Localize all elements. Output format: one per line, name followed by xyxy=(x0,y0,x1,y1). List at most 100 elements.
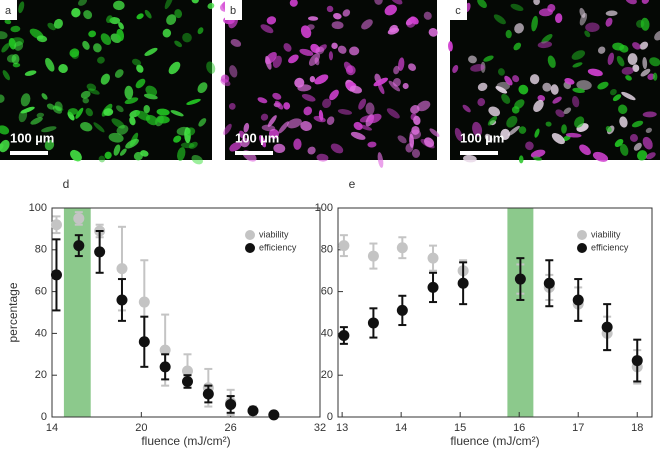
cell xyxy=(565,132,582,138)
cell xyxy=(243,122,250,133)
cell xyxy=(518,155,524,164)
cell xyxy=(114,69,124,78)
cell xyxy=(36,112,45,118)
cell xyxy=(301,93,316,102)
cell xyxy=(297,84,312,92)
cell xyxy=(413,115,421,126)
cell xyxy=(640,17,650,31)
cell xyxy=(93,43,102,53)
x-tick-label: 26 xyxy=(225,422,237,434)
cell xyxy=(547,55,556,68)
cell xyxy=(30,117,43,125)
cell xyxy=(333,12,342,20)
x-axis-label: fluence (mJ/cm²) xyxy=(141,434,230,448)
cell xyxy=(452,64,459,73)
cell xyxy=(220,74,230,83)
cell xyxy=(45,57,55,72)
point xyxy=(202,388,214,400)
cell xyxy=(454,127,463,142)
cell xyxy=(571,50,586,60)
cell xyxy=(230,38,242,47)
cell xyxy=(518,84,529,95)
cell xyxy=(67,108,79,115)
cell xyxy=(136,13,144,20)
cell xyxy=(318,109,324,121)
cell xyxy=(500,128,511,140)
cell xyxy=(191,155,203,165)
cell xyxy=(428,28,438,37)
point xyxy=(73,240,85,252)
point xyxy=(572,294,584,306)
panel-letter: a xyxy=(5,5,12,17)
cell xyxy=(632,64,640,73)
cell xyxy=(124,97,139,105)
cell xyxy=(390,0,403,5)
cell xyxy=(410,105,420,114)
cell xyxy=(585,22,600,33)
cell xyxy=(349,85,363,94)
cell xyxy=(488,106,501,117)
cell xyxy=(505,29,512,39)
y-tick-label: 20 xyxy=(321,369,333,381)
micrograph: c 100 µm xyxy=(448,0,660,164)
cell xyxy=(104,151,112,160)
cell xyxy=(328,51,334,61)
cell xyxy=(166,14,177,25)
panel-letter: d xyxy=(63,177,70,191)
cell xyxy=(472,121,483,137)
cell xyxy=(106,15,113,24)
cell xyxy=(377,152,384,168)
cell xyxy=(274,100,284,110)
cell xyxy=(621,66,634,75)
cell xyxy=(501,93,511,104)
legend-label: efficiency xyxy=(591,242,629,252)
cell xyxy=(470,64,485,72)
micrograph: a 100 µm xyxy=(0,0,216,165)
cell xyxy=(18,109,28,123)
cell xyxy=(633,142,642,151)
cell xyxy=(93,122,105,133)
cell xyxy=(639,41,649,50)
point xyxy=(631,355,643,367)
cell xyxy=(82,40,90,50)
cell xyxy=(349,46,360,56)
legend-marker xyxy=(245,230,255,240)
cell xyxy=(572,95,580,108)
cell xyxy=(303,106,313,116)
point xyxy=(367,317,379,329)
cell xyxy=(513,42,522,51)
cell xyxy=(164,0,174,10)
cell xyxy=(545,121,552,127)
point xyxy=(457,277,469,289)
scale-bar xyxy=(235,151,273,155)
cell xyxy=(322,98,332,109)
cell xyxy=(358,98,367,110)
cell xyxy=(53,18,63,29)
cell xyxy=(108,132,124,143)
cell xyxy=(272,55,282,68)
cell xyxy=(14,41,24,51)
cell xyxy=(316,153,329,162)
cell xyxy=(162,28,172,38)
cell xyxy=(621,91,636,101)
cell xyxy=(587,68,603,77)
x-axis-label: fluence (mJ/cm²) xyxy=(450,434,539,448)
scale-label: 100 µm xyxy=(235,130,279,145)
point xyxy=(514,273,526,285)
cell xyxy=(191,0,199,4)
cell xyxy=(462,104,471,113)
cell xyxy=(156,108,170,116)
cell xyxy=(133,151,143,161)
scale-label: 100 µm xyxy=(10,130,54,145)
x-tick-label: 14 xyxy=(395,422,407,434)
cell xyxy=(288,54,299,64)
y-tick-label: 40 xyxy=(35,327,47,339)
x-tick-label: 17 xyxy=(572,422,584,434)
cell xyxy=(619,116,628,128)
point xyxy=(601,321,613,333)
legend-label: viability xyxy=(591,229,621,239)
cell xyxy=(534,128,540,138)
cell xyxy=(41,126,57,133)
cell xyxy=(46,103,55,110)
cell xyxy=(612,94,622,102)
